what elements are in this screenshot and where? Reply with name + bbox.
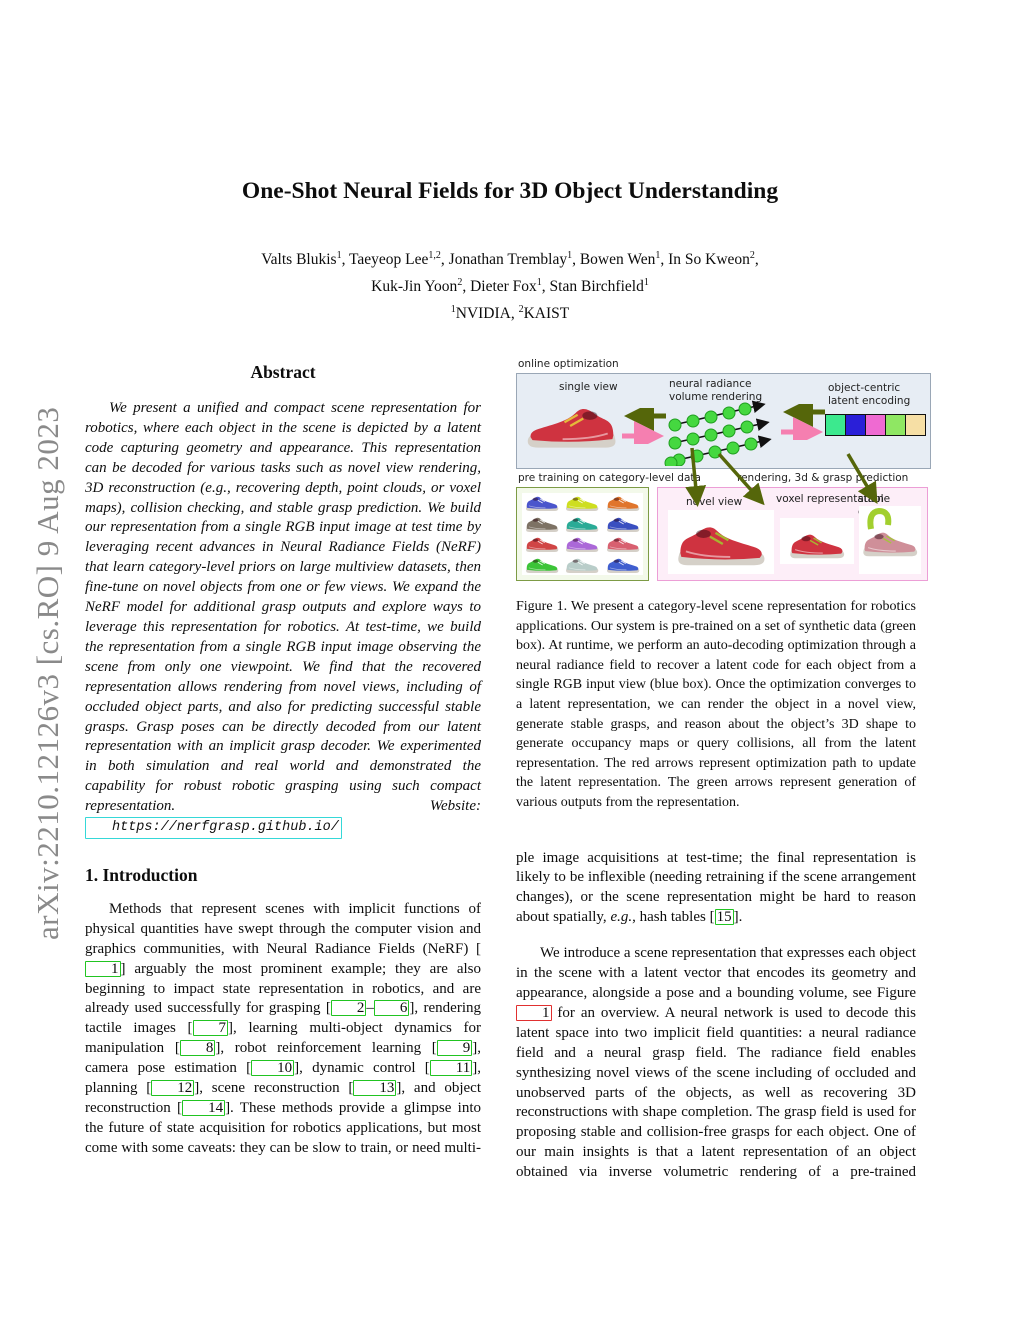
citation-link[interactable]: 6 — [373, 1000, 410, 1017]
affiliation-line: 1NVIDIA, 2KAIST — [450, 304, 570, 323]
intro-paragraph: Methods that represent scenes with impli… — [85, 900, 482, 1156]
citation-link[interactable]: 9 — [436, 1040, 473, 1057]
superscript: 1 — [336, 250, 342, 261]
section-heading-introduction: 1. Introduction — [85, 864, 198, 885]
figure-label-single-view: single view — [559, 381, 618, 393]
figure-reference-link[interactable]: 1 — [516, 1004, 552, 1021]
citation-link[interactable]: 1 — [85, 960, 121, 977]
abstract-text: We present a unified and compact scene r… — [85, 399, 481, 839]
shoe-icon — [524, 535, 560, 553]
figure-label-nerf: neural radiance volume rendering — [669, 378, 763, 403]
shoe-icon — [564, 535, 600, 553]
shoe-icon — [605, 556, 641, 574]
shoe-icon — [564, 515, 600, 533]
outputs-box: novel view voxel representation stable g… — [657, 487, 928, 581]
paragraph-overview: We introduce a scene representation that… — [516, 945, 916, 1181]
superscript: 1 — [655, 250, 661, 261]
optimize-arrow-icon — [781, 404, 825, 440]
shoe-icon — [524, 494, 560, 512]
citation-link[interactable]: 10 — [251, 1060, 295, 1077]
stable-grasps-image — [859, 506, 921, 574]
website-link[interactable]: https://nerfgrasp.github.io/ — [85, 817, 342, 839]
shoe-icon — [524, 556, 560, 574]
latent-cell — [846, 415, 866, 435]
single-view-shoe-image — [525, 398, 619, 454]
latent-cell — [866, 415, 886, 435]
superscript: 1 — [450, 304, 456, 316]
superscript: 1 — [536, 277, 542, 289]
superscript: 2 — [457, 277, 463, 289]
citation-link[interactable]: 14 — [182, 1100, 226, 1116]
superscript: 2 — [749, 250, 755, 261]
author-line-1: Valts Blukis1, Taeyeop Lee1,2, Jonathan … — [261, 250, 759, 269]
superscript: 1 — [567, 250, 573, 261]
pretraining-data-box — [516, 487, 649, 581]
figure-label-pretrain: pre training on category-level data — [518, 472, 701, 484]
author-block: Valts Blukis1, Taeyeop Lee1,2, Jonathan … — [85, 244, 935, 325]
superscript: 1,2 — [428, 250, 441, 261]
voxel-representation-image — [780, 518, 854, 564]
citation-link[interactable]: 11 — [429, 1060, 473, 1077]
figure-caption: Figure 1. We present a category-level sc… — [516, 599, 916, 810]
gripper-icon — [867, 508, 892, 530]
left-column: Abstract We present a unified and compac… — [85, 360, 481, 1159]
shoe-icon — [524, 515, 560, 533]
shoe-icon — [564, 556, 600, 574]
category-shoe-collage — [522, 493, 643, 575]
abstract-heading: Abstract — [250, 362, 316, 382]
render-arrow-icon — [622, 408, 666, 444]
citation-link[interactable]: 13 — [353, 1080, 397, 1097]
shoe-icon — [605, 515, 641, 533]
superscript: 1 — [643, 277, 649, 289]
figure-1: online optimization single view neural r… — [516, 358, 931, 585]
nerf-ray-samples-graphic — [664, 400, 772, 466]
citation-link[interactable]: 8 — [179, 1040, 216, 1057]
citation-link[interactable]: 2 — [330, 1000, 367, 1017]
citation-link[interactable]: 12 — [151, 1080, 195, 1097]
arxiv-sidebar-label: arXiv:2210.12126v3 [cs.RO] 9 Aug 2023 — [30, 406, 65, 940]
italic-text: e.g. — [610, 909, 633, 926]
latent-cell — [886, 415, 906, 435]
online-optimization-box: single view neural radiance volume rende… — [516, 373, 931, 469]
figure-label-online-optimization: online optimization — [518, 358, 619, 370]
shoe-icon — [605, 494, 641, 512]
paragraph-continuation: ple image acquisitions at test-time; the… — [516, 849, 916, 926]
superscript: 2 — [518, 304, 524, 316]
page-title: One-Shot Neural Fields for 3D Object Und… — [241, 178, 779, 204]
figure-label-novel-view: novel view — [686, 496, 743, 508]
figure-label-rendering: rendering, 3d & grasp prediction — [737, 472, 909, 484]
author-line-2: Kuk-Jin Yoon2, Dieter Fox1, Stan Birchfi… — [371, 277, 649, 296]
shoe-icon — [564, 494, 600, 512]
right-column: online optimization single view neural r… — [516, 358, 931, 1184]
latent-cell — [826, 415, 846, 435]
right-body-text: ple image acquisitions at test-time; the… — [516, 849, 916, 1184]
citation-link[interactable]: 15 — [714, 909, 734, 926]
novel-view-image — [668, 510, 774, 574]
citation-link[interactable]: 7 — [192, 1020, 229, 1037]
latent-code-cells — [825, 414, 926, 436]
shoe-icon — [605, 535, 641, 553]
latent-cell — [906, 415, 925, 435]
figure-label-latent-encoding: object-centric latent encoding — [828, 382, 911, 407]
